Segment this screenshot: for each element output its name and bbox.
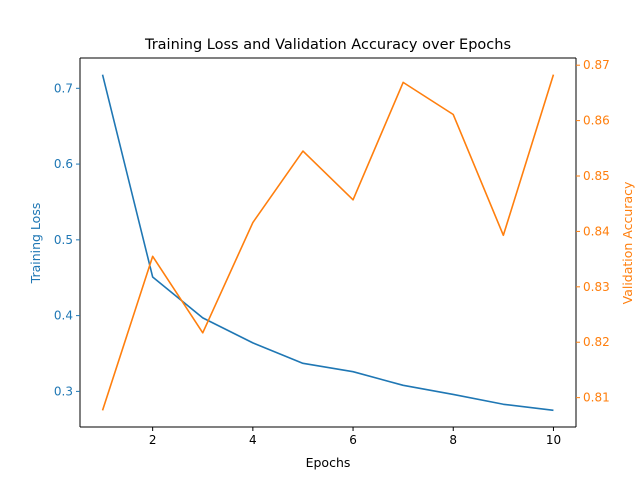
x-tick-label: 8 [449,433,457,447]
right-y-tick-label: 0.82 [583,335,610,349]
x-tick-label: 4 [249,433,257,447]
x-tick-label: 10 [546,433,561,447]
right-axis-label: Validation Accuracy [620,181,635,304]
right-y-tick-label: 0.81 [583,391,610,405]
left-y-tick-label: 0.7 [54,81,73,95]
series-line-training-loss [101,74,554,412]
x-tick-label: 6 [349,433,357,447]
right-y-tick-label: 0.86 [583,114,610,128]
left-y-tick-label: 0.4 [54,309,73,323]
right-y-tick-label: 0.87 [583,58,610,72]
x-axis-label: Epochs [306,455,351,470]
left-y-tick-label: 0.6 [54,157,73,171]
right-y-tick-label: 0.84 [583,224,610,238]
series-line-validation-accuracy [101,74,555,411]
plot-area: 2 4 6 8 10 0.3 0.4 0.5 0.6 0.7 0.81 0.82 0.83 0.84 0.8… [54,57,610,447]
left-axis-label: Training Loss [28,203,43,285]
left-y-tick-label: 0.3 [54,384,73,398]
right-y-tick-label: 0.85 [583,169,610,183]
chart-title: Training Loss and Validation Accuracy ov… [144,37,511,53]
left-y-tick-label: 0.5 [54,233,73,247]
x-tick-label: 2 [149,433,157,447]
right-y-tick-label: 0.83 [583,280,610,294]
